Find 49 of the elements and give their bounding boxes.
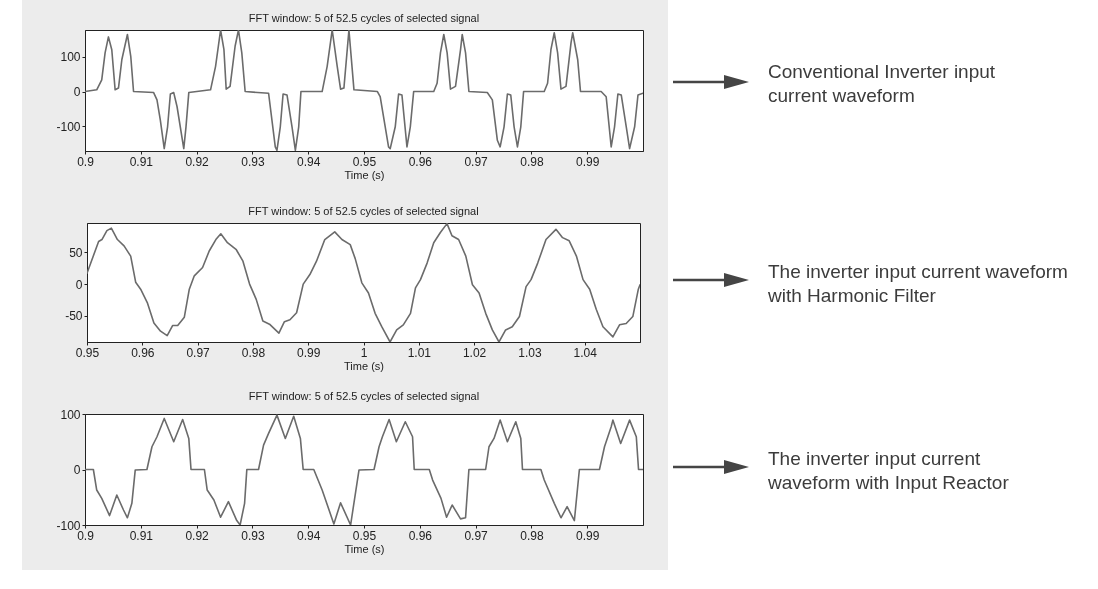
x-tick-label: 0.98 xyxy=(520,154,544,169)
line-series xyxy=(85,30,643,151)
x-tick-label: 0.96 xyxy=(408,154,433,169)
x-axis-title: Time (s) xyxy=(344,168,385,181)
x-tick-label: 1.02 xyxy=(462,345,487,360)
text: The inverter input current waveform with Input Reactor xyxy=(768,447,1010,495)
x-tick-label: 0.96 xyxy=(408,528,433,543)
x-tick-label: 0.96 xyxy=(131,345,155,360)
x-tick-label: 0.93 xyxy=(241,528,265,543)
x-tick-label: 0.9 xyxy=(77,154,95,169)
x-tick-label: 0.92 xyxy=(185,528,210,543)
line-series xyxy=(85,414,643,525)
y-tick-label: 50 xyxy=(69,245,83,260)
x-tick-label: 1 xyxy=(360,345,368,360)
line-series xyxy=(87,223,640,342)
x-tick-label: 0.99 xyxy=(576,154,600,169)
y-tick-label: 100 xyxy=(60,407,81,422)
chart-title: FFT window: 5 of 52.5 cycles of selected signal xyxy=(248,205,479,217)
x-tick-label: 0.91 xyxy=(129,154,154,169)
y-tick-label: 0 xyxy=(73,463,81,477)
x-axis-title: Time (s) xyxy=(344,359,384,372)
y-tick-label: -50 xyxy=(65,309,83,324)
x-axis-title: Time (s) xyxy=(344,542,385,555)
x-tick-label: 0.95 xyxy=(352,528,377,543)
x-tick-label: 0.93 xyxy=(241,154,265,169)
x-tick-label: 0.95 xyxy=(75,345,100,360)
x-tick-label: 0.99 xyxy=(576,528,600,543)
x-tick-label: 0.98 xyxy=(520,528,544,543)
x-tick-label: 0.97 xyxy=(186,345,211,360)
y-tick-label: -100 xyxy=(56,119,81,134)
x-tick-label: 0.97 xyxy=(464,154,489,169)
x-tick-label: 0.92 xyxy=(185,154,210,169)
x-tick-label: 0.91 xyxy=(129,528,154,543)
x-tick-label: 0.94 xyxy=(297,528,321,543)
y-tick-label: 0 xyxy=(73,85,81,100)
x-tick-label: 0.95 xyxy=(352,154,377,169)
y-tick-label: 100 xyxy=(60,50,81,65)
text: Conventional Inverter input current waveform xyxy=(768,60,997,108)
x-tick-label: 0.97 xyxy=(464,528,489,543)
x-tick-label: 1.04 xyxy=(573,345,598,360)
x-tick-label: 0.94 xyxy=(297,154,321,169)
text: The inverter input current waveform with Harmonic Filter xyxy=(768,260,1069,308)
chart-title: FFT window: 5 of 52.5 cycles of selected signal xyxy=(248,390,480,402)
x-tick-label: 1.01 xyxy=(407,345,432,360)
x-tick-label: 1.03 xyxy=(518,345,542,360)
y-tick-label: 0 xyxy=(75,277,83,292)
x-tick-label: 0.98 xyxy=(241,345,266,360)
chart-title: FFT window: 5 of 52.5 cycles of selected signal xyxy=(248,12,480,24)
x-tick-label: 0.99 xyxy=(297,345,321,360)
